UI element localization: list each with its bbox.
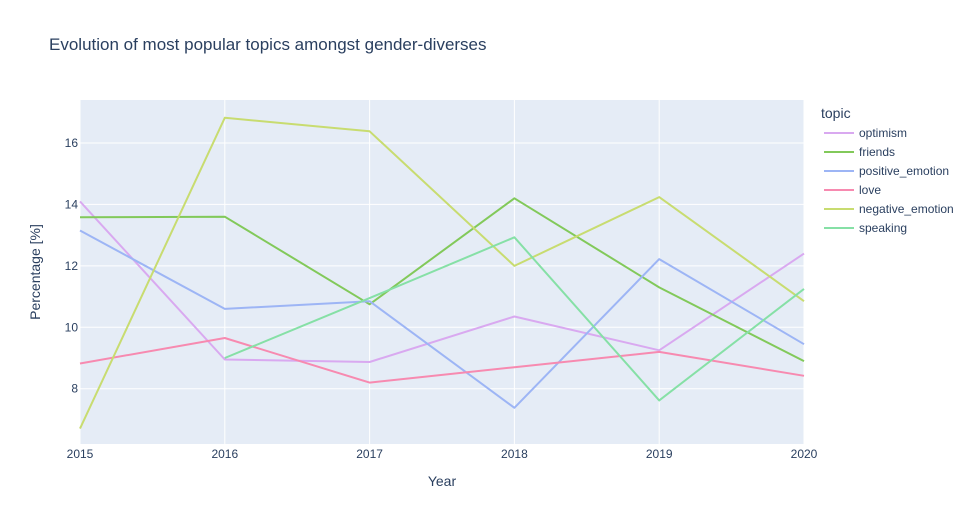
legend-label: optimism [859, 126, 907, 140]
legend-title: topic [821, 105, 851, 121]
x-tick-label: 2020 [791, 447, 818, 461]
y-tick-label: 12 [65, 259, 79, 273]
series-lines [79, 116, 805, 430]
legend-label: friends [859, 145, 895, 159]
legend-item-love[interactable]: love [824, 183, 881, 197]
legend-label: love [859, 183, 881, 197]
y-tick-label: 8 [71, 382, 78, 396]
legend-label: positive_emotion [859, 164, 949, 178]
legend-item-negative-emotion[interactable]: negative_emotion [824, 202, 954, 216]
series-line-positive-emotion [79, 229, 805, 409]
x-tick-label: 2016 [211, 447, 238, 461]
x-tick-label: 2015 [67, 447, 94, 461]
plot-area [80, 100, 804, 444]
series-line-speaking [224, 236, 805, 402]
series-line-negative-emotion [79, 116, 805, 430]
legend-label: speaking [859, 221, 907, 235]
series-line-friends [79, 197, 805, 362]
x-tick-label: 2017 [356, 447, 383, 461]
y-axis-ticks: 8 10 12 14 16 [65, 136, 79, 396]
x-tick-label: 2018 [501, 447, 528, 461]
legend-item-optimism[interactable]: optimism [824, 126, 907, 140]
y-axis-label: Percentage [%] [27, 224, 43, 320]
legend-item-positive-emotion[interactable]: positive_emotion [824, 164, 949, 178]
x-tick-label: 2019 [646, 447, 673, 461]
series-line-love [79, 337, 805, 384]
series-line-optimism [79, 200, 805, 363]
legend-label: negative_emotion [859, 202, 954, 216]
y-tick-label: 10 [65, 320, 79, 334]
chart-title: Evolution of most popular topics amongst… [49, 35, 487, 54]
legend-item-speaking[interactable]: speaking [824, 221, 907, 235]
grid-lines [79, 100, 805, 444]
legend-item-friends[interactable]: friends [824, 145, 895, 159]
legend[interactable]: topic optimism friends positive_emotionlov… [821, 105, 954, 235]
y-tick-label: 16 [65, 136, 79, 150]
y-tick-label: 14 [65, 197, 79, 211]
x-axis-label: Year [428, 473, 457, 489]
x-axis-ticks: 2015 2016 2017 2018 2019 2020 [67, 447, 818, 461]
